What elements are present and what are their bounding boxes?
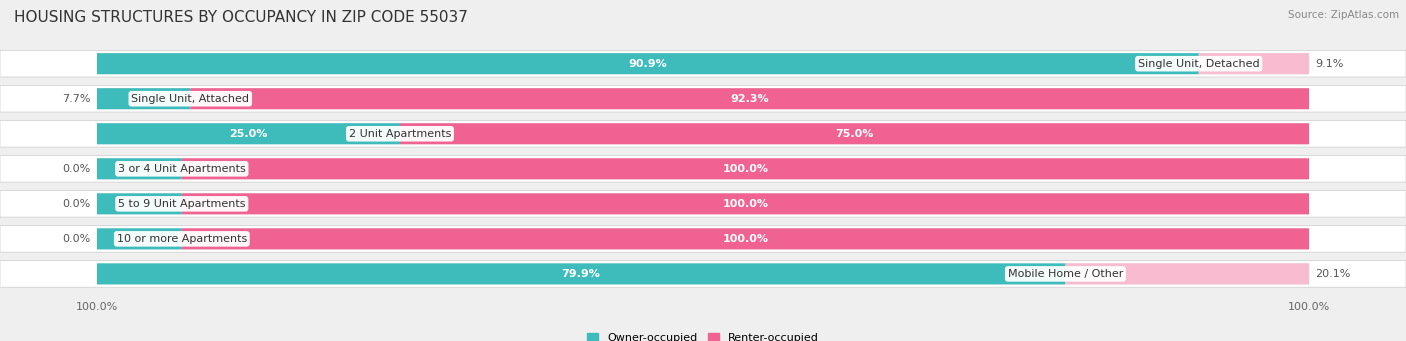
FancyBboxPatch shape [97, 158, 1309, 179]
FancyBboxPatch shape [97, 53, 1309, 74]
Text: 2 Unit Apartments: 2 Unit Apartments [349, 129, 451, 139]
FancyBboxPatch shape [97, 263, 1309, 284]
Legend: Owner-occupied, Renter-occupied: Owner-occupied, Renter-occupied [582, 328, 824, 341]
FancyBboxPatch shape [0, 261, 1406, 287]
Text: 0.0%: 0.0% [63, 199, 91, 209]
FancyBboxPatch shape [0, 50, 1406, 77]
Text: 100.0%: 100.0% [723, 199, 769, 209]
Text: 0.0%: 0.0% [63, 164, 91, 174]
Text: 100.0%: 100.0% [723, 164, 769, 174]
FancyBboxPatch shape [181, 193, 1309, 214]
Text: 5 to 9 Unit Apartments: 5 to 9 Unit Apartments [118, 199, 246, 209]
Text: 79.9%: 79.9% [562, 269, 600, 279]
FancyBboxPatch shape [97, 53, 1199, 74]
Text: 90.9%: 90.9% [628, 59, 668, 69]
Text: Source: ZipAtlas.com: Source: ZipAtlas.com [1288, 10, 1399, 20]
FancyBboxPatch shape [97, 263, 1066, 284]
Text: 75.0%: 75.0% [835, 129, 873, 139]
FancyBboxPatch shape [0, 120, 1406, 147]
FancyBboxPatch shape [97, 123, 1309, 144]
Text: 9.1%: 9.1% [1315, 59, 1344, 69]
Text: 3 or 4 Unit Apartments: 3 or 4 Unit Apartments [118, 164, 246, 174]
Text: Single Unit, Detached: Single Unit, Detached [1137, 59, 1260, 69]
Text: 0.0%: 0.0% [63, 234, 91, 244]
Text: 7.7%: 7.7% [62, 94, 91, 104]
FancyBboxPatch shape [0, 85, 1406, 112]
Text: Single Unit, Attached: Single Unit, Attached [131, 94, 249, 104]
FancyBboxPatch shape [181, 228, 1309, 249]
Text: 20.1%: 20.1% [1315, 269, 1351, 279]
Text: 10 or more Apartments: 10 or more Apartments [117, 234, 247, 244]
FancyBboxPatch shape [1199, 53, 1309, 74]
FancyBboxPatch shape [1066, 263, 1309, 284]
FancyBboxPatch shape [190, 88, 1309, 109]
FancyBboxPatch shape [97, 228, 1309, 249]
FancyBboxPatch shape [0, 155, 1406, 182]
Text: HOUSING STRUCTURES BY OCCUPANCY IN ZIP CODE 55037: HOUSING STRUCTURES BY OCCUPANCY IN ZIP C… [14, 10, 468, 25]
FancyBboxPatch shape [97, 193, 1309, 214]
Text: 25.0%: 25.0% [229, 129, 267, 139]
FancyBboxPatch shape [399, 123, 1309, 144]
FancyBboxPatch shape [97, 88, 190, 109]
FancyBboxPatch shape [97, 158, 181, 179]
FancyBboxPatch shape [97, 193, 181, 214]
FancyBboxPatch shape [0, 191, 1406, 217]
FancyBboxPatch shape [97, 228, 181, 249]
FancyBboxPatch shape [181, 158, 1309, 179]
FancyBboxPatch shape [97, 123, 399, 144]
FancyBboxPatch shape [0, 225, 1406, 252]
Text: 92.3%: 92.3% [730, 94, 769, 104]
Text: Mobile Home / Other: Mobile Home / Other [1008, 269, 1123, 279]
Text: 100.0%: 100.0% [723, 234, 769, 244]
FancyBboxPatch shape [97, 88, 1309, 109]
